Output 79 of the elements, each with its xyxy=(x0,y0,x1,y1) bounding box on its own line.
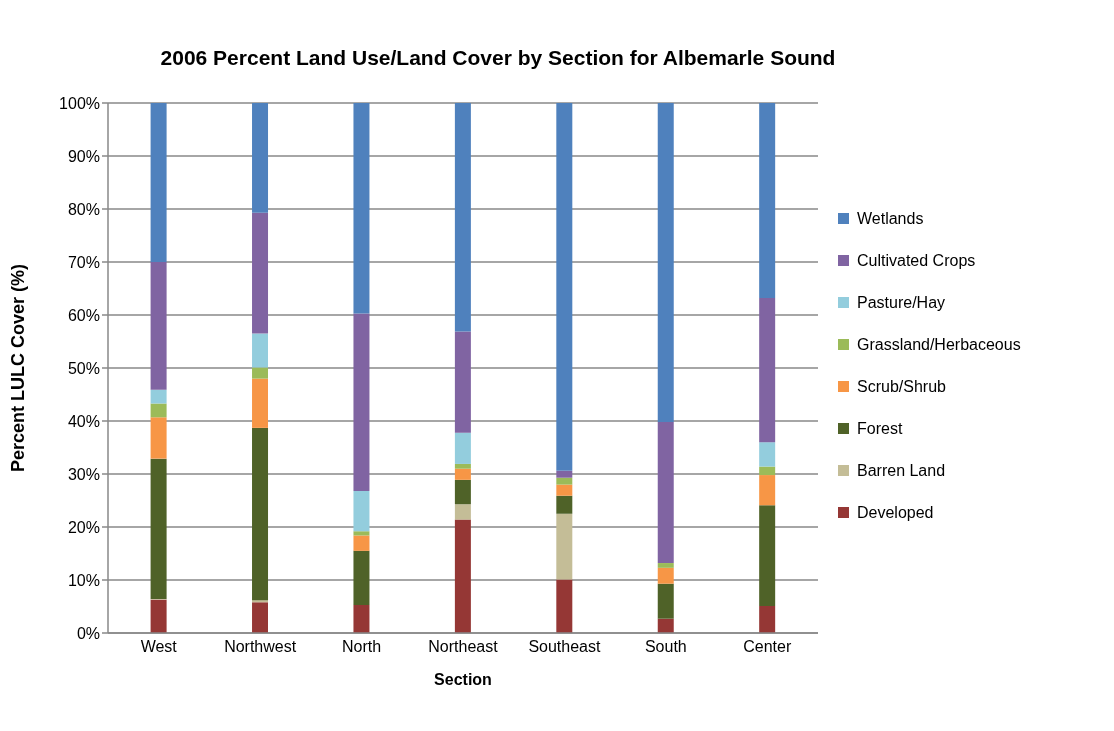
x-tick-label: Northwest xyxy=(224,638,297,656)
bar xyxy=(150,458,167,600)
bar xyxy=(556,579,573,633)
legend-label: Developed xyxy=(857,503,934,522)
bar xyxy=(759,505,776,606)
y-tick-label: 40% xyxy=(67,412,100,430)
y-tick-label: 30% xyxy=(67,465,100,483)
x-tick-label: Center xyxy=(743,638,792,656)
bar xyxy=(252,367,269,379)
bar xyxy=(353,535,370,551)
y-tick-label: 100% xyxy=(59,94,100,112)
y-tick-label: 80% xyxy=(67,200,100,218)
bar xyxy=(353,531,370,536)
bar xyxy=(252,378,269,428)
bar xyxy=(556,477,573,485)
bar xyxy=(556,513,573,580)
bar xyxy=(657,103,674,423)
bar xyxy=(657,422,674,564)
legend-label: Wetlands xyxy=(857,209,924,228)
bar xyxy=(454,504,471,520)
bar xyxy=(252,602,269,633)
legend-label: Forest xyxy=(857,419,903,438)
bar xyxy=(150,103,167,262)
bar xyxy=(556,470,573,478)
bar xyxy=(150,599,167,633)
bar xyxy=(759,442,776,467)
bar xyxy=(252,103,269,213)
x-tick-label: Northeast xyxy=(428,638,499,656)
legend-label: Cultivated Crops xyxy=(857,251,976,270)
bar xyxy=(454,463,471,469)
bar xyxy=(759,605,776,633)
bar xyxy=(150,403,167,418)
bar xyxy=(252,333,269,368)
bar xyxy=(454,432,471,464)
bar xyxy=(657,563,674,568)
bar xyxy=(657,583,674,619)
legend-label: Scrub/Shrub xyxy=(857,377,946,396)
bar xyxy=(353,103,370,314)
bar xyxy=(150,417,167,459)
y-tick-label: 0% xyxy=(76,624,100,642)
x-tick-label: Southeast xyxy=(528,638,602,656)
x-tick-label: West xyxy=(140,638,178,656)
bar xyxy=(454,331,471,433)
x-tick-label: South xyxy=(644,638,687,656)
bar xyxy=(252,600,269,603)
bar xyxy=(556,103,573,471)
bar xyxy=(657,567,674,584)
bar xyxy=(556,495,573,514)
bar xyxy=(454,479,471,505)
bar xyxy=(759,466,776,476)
bar xyxy=(353,490,370,532)
y-tick-label: 90% xyxy=(67,147,100,165)
bar xyxy=(150,262,167,390)
bar xyxy=(252,427,269,601)
bar xyxy=(252,212,269,334)
bar xyxy=(353,550,370,605)
y-tick-label: 20% xyxy=(67,518,100,536)
y-tick-label: 70% xyxy=(67,253,100,271)
bar xyxy=(353,604,370,633)
x-tick-label: North xyxy=(342,638,382,656)
y-tick-label: 60% xyxy=(67,306,100,324)
x-axis-title: Section xyxy=(434,671,492,688)
bar xyxy=(454,468,471,480)
bar xyxy=(150,389,167,404)
bar xyxy=(759,103,776,299)
legend-label: Barren Land xyxy=(857,461,946,480)
bar xyxy=(353,313,370,491)
y-axis-title: Percent LULC Cover (%) xyxy=(8,263,29,473)
legend-label: Grassland/Herbaceous xyxy=(857,335,1021,354)
bar xyxy=(454,519,471,633)
chart-title: 2006 Percent Land Use/Land Cover by Section for Albemarle Sound xyxy=(159,46,837,70)
y-tick-label: 10% xyxy=(67,571,100,589)
bar xyxy=(759,475,776,506)
bar xyxy=(759,298,776,443)
bar xyxy=(454,103,471,332)
bar xyxy=(657,618,674,633)
y-tick-label: 50% xyxy=(67,359,100,377)
legend-label: Pasture/Hay xyxy=(857,293,946,312)
bar xyxy=(556,484,573,496)
